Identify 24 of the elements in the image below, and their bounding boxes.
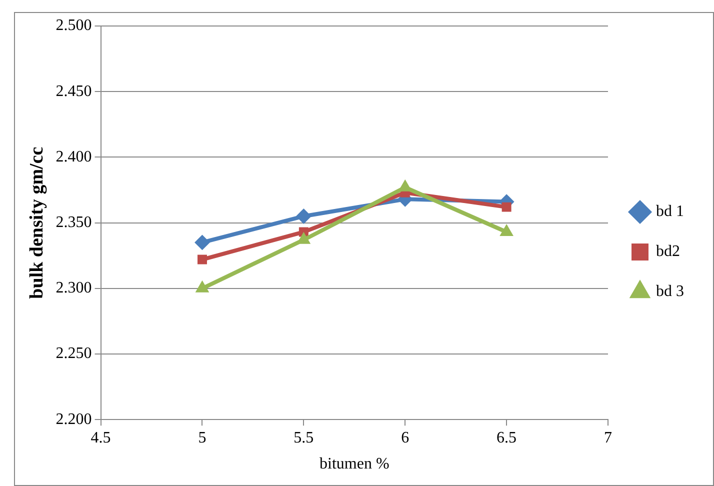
legend-label: bd 1 [656,203,684,220]
point [196,280,209,292]
y-axis-title: bulk density gm/cc [26,146,48,299]
y-tick-label: 2.200 [56,410,92,428]
point [297,232,310,244]
x-axis-title: bitumen % [320,456,390,473]
x-tick-label: 5.5 [294,429,314,446]
legend-label: bd 3 [656,283,684,300]
x-tick-label: 7 [604,429,612,446]
y-tick-label: 2.450 [56,82,92,100]
x-tick-label: 5 [198,429,206,446]
point [198,254,207,264]
point [296,208,312,224]
x-tick-label: 4.5 [90,429,111,446]
y-tick-label: 2.500 [56,17,92,34]
y-tick-label: 2.400 [56,148,92,166]
point [194,234,210,250]
x-tick-label: 6 [401,429,410,446]
point [502,202,512,212]
x-tick-label: 6.5 [496,429,517,446]
y-tick-label: 2.350 [56,214,92,232]
y-tick-label: 2.250 [56,345,92,362]
y-tick-label: 2.300 [56,280,92,297]
legend-label: bd2 [656,243,680,260]
